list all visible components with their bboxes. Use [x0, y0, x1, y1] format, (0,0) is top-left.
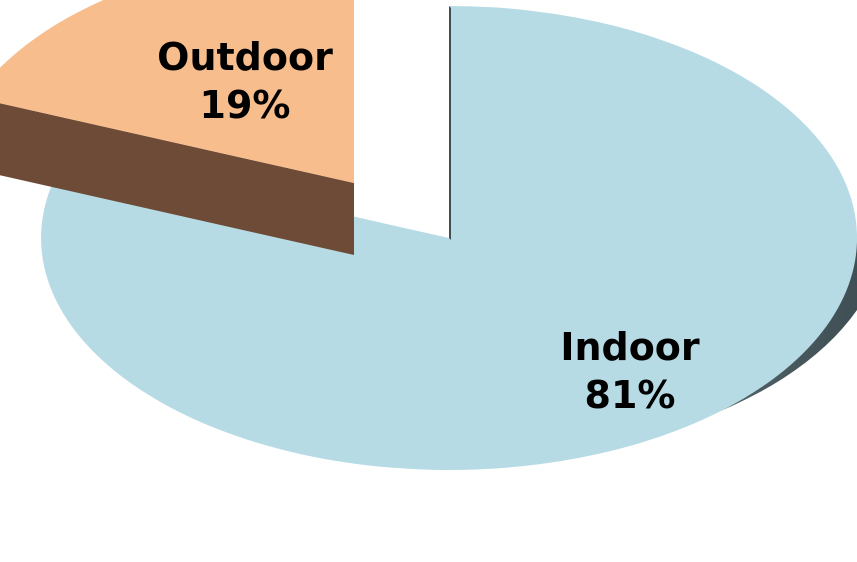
slice-label-outdoor: Outdoor	[157, 35, 333, 79]
slice-outdoor-side	[0, 103, 354, 255]
slice-indoor-cut-face	[449, 6, 451, 240]
slice-value-indoor: 81%	[585, 373, 676, 417]
slice-outdoor	[0, 0, 354, 183]
slice-value-outdoor: 19%	[200, 83, 291, 127]
slice-label-indoor: Indoor	[560, 325, 700, 369]
